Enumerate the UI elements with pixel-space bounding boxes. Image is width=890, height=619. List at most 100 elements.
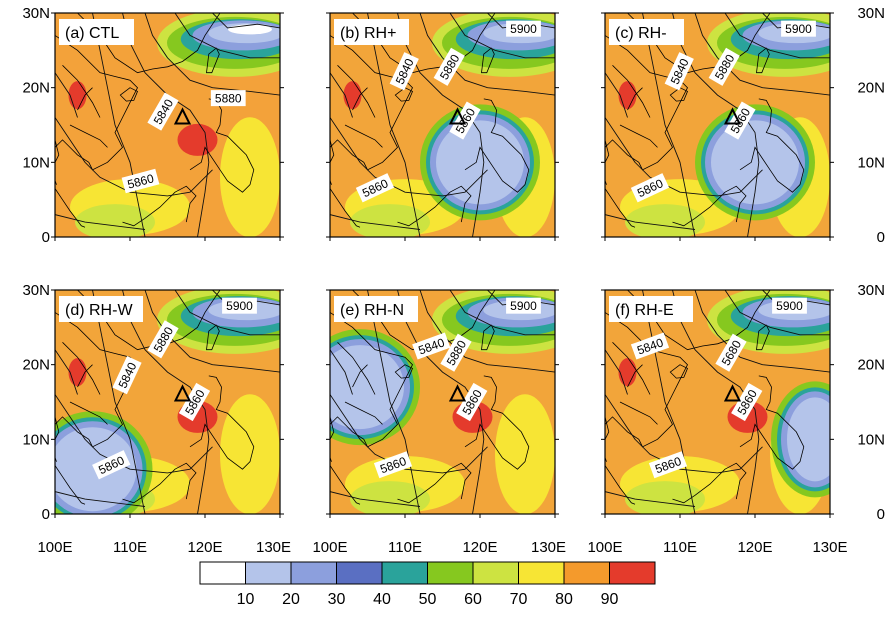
height-contour-line [144,13,280,96]
svg-text:5860: 5860 [126,171,156,192]
lat-tick-right: 30N [857,282,885,299]
rh-80-band [495,394,555,514]
coastline-philippines [464,375,530,470]
map-panel-west [55,290,280,514]
lon-tick: 130E [531,539,566,556]
colorbar-tick-label: 80 [555,591,573,608]
panel-frame [604,289,831,515]
height-contour-line [367,290,421,514]
taiwan-island [206,47,220,74]
coastline-philippines [189,375,255,470]
svg-text:(b) RH+: (b) RH+ [340,25,396,42]
border-line-2 [69,124,108,148]
height-contour-line [449,290,555,336]
triangle-marker-icon [723,384,742,402]
border-line-3 [627,87,643,111]
lon-tick: 100E [312,539,347,556]
panel-frame [329,12,556,238]
colorbar-tick-label: 40 [373,591,391,608]
rh-90-patch [177,123,218,156]
border-line-3 [77,364,93,388]
rh-70-band [350,204,430,237]
coastline-indochina [605,35,688,171]
rh-80-band [220,394,280,514]
panel-label: (b) RH+ [334,19,409,45]
colorbar-swatch [427,561,474,585]
height-contour-line [55,491,146,507]
taiwan-island [756,47,770,74]
lat-tick-right: 0 [877,506,885,523]
colorbar-tick-label: 50 [419,591,437,608]
hainan-island [669,364,689,379]
hainan-island [119,87,139,102]
coastline-indochina [330,35,413,171]
contour-label-5880: 5880 [210,90,246,107]
rh-90-patch [68,358,87,387]
height-contour-line [419,290,555,373]
map-panel-ctl [55,13,280,237]
contour-label-5900: 5900 [506,20,541,37]
colorbar-tick-label: 90 [601,591,619,608]
coastline-borneo [397,462,472,504]
height-contour-line [92,13,146,237]
border-line-3 [627,364,643,388]
lon-tick: 100E [37,539,72,556]
lat-tick-right: 30N [857,5,885,22]
height-contour-line [55,349,78,395]
triangle-marker-icon [173,384,192,402]
lat-tick-right: 20N [857,80,885,97]
lat-tick-left: 30N [22,282,50,299]
coastline-malay-peninsula [55,188,86,228]
coastline-malay-peninsula [605,465,636,505]
svg-text:5900: 5900 [510,299,537,313]
panel-frame [329,289,556,515]
lat-tick-left: 0 [42,506,50,523]
panel-label: (e) RH-N [334,296,418,322]
rh-90-patch [343,81,362,110]
colorbar-swatch [381,561,428,585]
border-line-2 [344,124,383,148]
rh-70-band [625,481,705,514]
rh-20-core [55,427,137,512]
rh-70-band [75,204,155,237]
coastline-borneo [672,185,747,227]
taiwan-island [481,324,495,351]
border-line-3 [352,87,368,111]
coastline-china [627,290,771,351]
coastline-malay-peninsula [605,188,636,228]
height-contour-line [642,290,696,514]
lat-tick-left: 30N [22,5,50,22]
height-contour-line [55,117,213,197]
height-contour-line [144,290,280,373]
lon-tick: 130E [812,539,847,556]
rh-70-band [625,204,705,237]
border-line-1 [612,65,651,118]
height-contour-line [605,349,628,395]
colorbar-swatch [518,561,565,585]
colorbar-tick-label: 10 [237,591,255,608]
colorbar-swatch [336,561,383,585]
height-contour-line [724,290,830,336]
height-contour-line [174,290,280,336]
colorbar-swatch [609,561,656,585]
border-line-2 [344,401,383,425]
height-contour-line [449,13,555,59]
rh-90-patch [68,81,87,110]
coastline-malay-peninsula [55,465,86,505]
coastline-philippines [739,375,805,470]
svg-text:5880: 5880 [215,92,242,106]
taiwan-island [206,324,220,351]
lat-tick-right: 10N [857,154,885,171]
svg-text:5900: 5900 [785,22,812,36]
colorbar-tick-label: 60 [464,591,482,608]
panel-frame [604,12,831,238]
height-contour-line [605,72,628,118]
rh-20-core [330,345,404,430]
triangle-marker-icon [448,107,467,125]
rh-20-core [436,120,524,205]
height-contour-line [694,13,830,96]
rh-90-patch [618,81,637,110]
coastline-indochina [55,312,138,448]
border-line-2 [619,401,658,425]
coastline-indochina [605,312,688,448]
